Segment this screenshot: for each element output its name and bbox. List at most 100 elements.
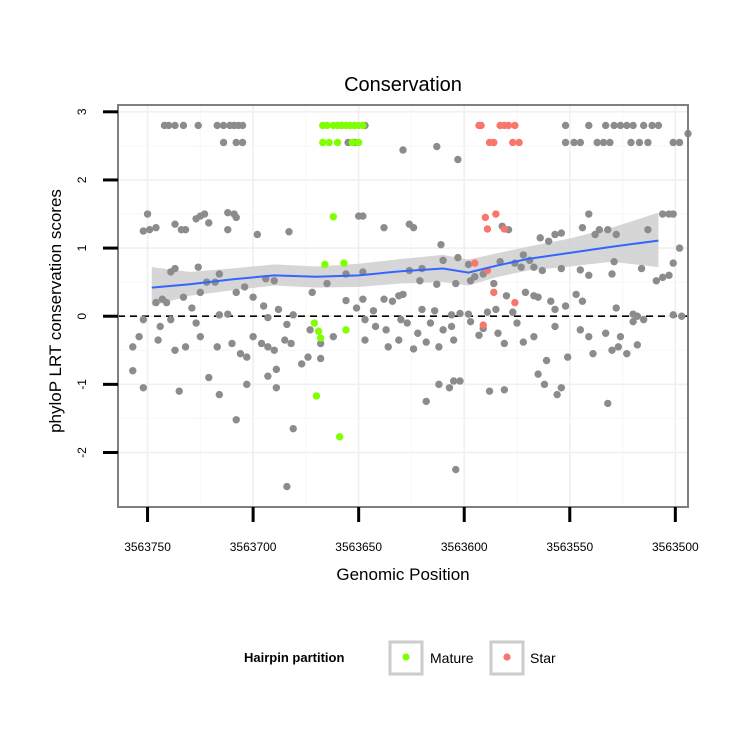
point-other [494,329,502,337]
point-other [557,229,566,237]
point-other [369,307,378,315]
point-other [270,346,278,354]
point-other [403,319,411,327]
point-other [449,336,458,344]
point-other [644,138,652,147]
point-other [270,277,278,285]
point-star [483,225,492,233]
point-other [601,329,610,337]
point-other [162,298,171,307]
legend-dot-mature [402,653,410,661]
point-other [238,138,247,147]
point-other [249,332,257,341]
x-tick-label: 3563750 [124,540,171,554]
x-axis: 3563750 3563700 3563650 3563600 3563550 35635… [124,507,699,554]
legend: Hairpin partition Mature Star [244,640,556,676]
point-other [490,279,498,288]
chart-title: Conservation [344,74,462,96]
point-other [129,367,137,375]
point-other [557,384,566,392]
point-other [194,121,202,130]
point-other [452,465,460,474]
point-other [139,315,148,324]
point-other [289,424,297,433]
point-other [152,298,160,307]
point-other [599,138,608,147]
point-other [635,138,644,147]
point-other [380,223,388,232]
point-other [633,341,642,349]
point-mature [340,259,348,267]
point-other [610,121,618,130]
point-star [515,138,523,147]
point-other [272,384,281,392]
point-other [604,399,612,408]
point-other [456,377,464,385]
point-other [637,264,646,273]
point-other [243,353,251,361]
point-mature [321,260,329,269]
point-other [416,277,424,285]
point-mature [310,319,319,327]
point-other [540,380,549,389]
point-other [181,225,190,234]
point-other [445,384,454,392]
point-other [232,138,240,147]
y-axis-title: phyloP LRT conservation scores [46,189,65,433]
point-other [272,365,281,374]
point-other [342,296,350,305]
x-tick-label: 3563500 [652,540,699,554]
point-other [530,332,538,341]
point-mature [314,327,323,335]
point-star [471,259,479,267]
point-other [677,312,686,320]
point-other [283,482,291,491]
point-other [483,308,492,316]
legend-item-star: Star [489,640,556,676]
y-tick-label: -1 [75,379,89,390]
point-other [308,288,316,297]
point-other [585,121,593,130]
point-other [139,384,148,392]
point-other [274,305,283,314]
point-other [447,311,456,319]
point-other [194,263,202,271]
point-other [669,210,677,218]
point-star [477,121,485,130]
point-other [452,279,460,288]
point-other [243,380,251,389]
point-other [447,322,456,331]
point-other [612,230,620,239]
point-other [639,315,648,324]
point-other [521,288,530,297]
point-mature [333,138,342,147]
point-other [466,277,475,285]
panel-background [118,105,688,507]
point-other [196,288,205,297]
legend-title: Hairpin partition [244,650,344,665]
point-other [623,349,631,358]
point-other [359,295,367,303]
point-other [167,315,175,324]
point-other [593,138,601,147]
y-axis: -2 -1 0 1 2 3 [75,108,118,458]
point-other [492,305,500,314]
point-other [285,228,293,236]
point-other [454,155,462,164]
point-mature [348,138,357,147]
point-mature [325,138,333,147]
point-other [519,338,528,346]
point-other [418,305,426,314]
point-other [175,387,183,395]
point-other [534,293,542,301]
point-other [439,326,447,334]
point-other [426,319,435,327]
point-other [188,304,196,312]
point-other [576,138,585,147]
point-other [517,263,525,271]
point-other [466,317,475,326]
x-tick-label: 3563700 [230,540,277,554]
point-other [456,309,464,318]
point-star [511,298,519,307]
